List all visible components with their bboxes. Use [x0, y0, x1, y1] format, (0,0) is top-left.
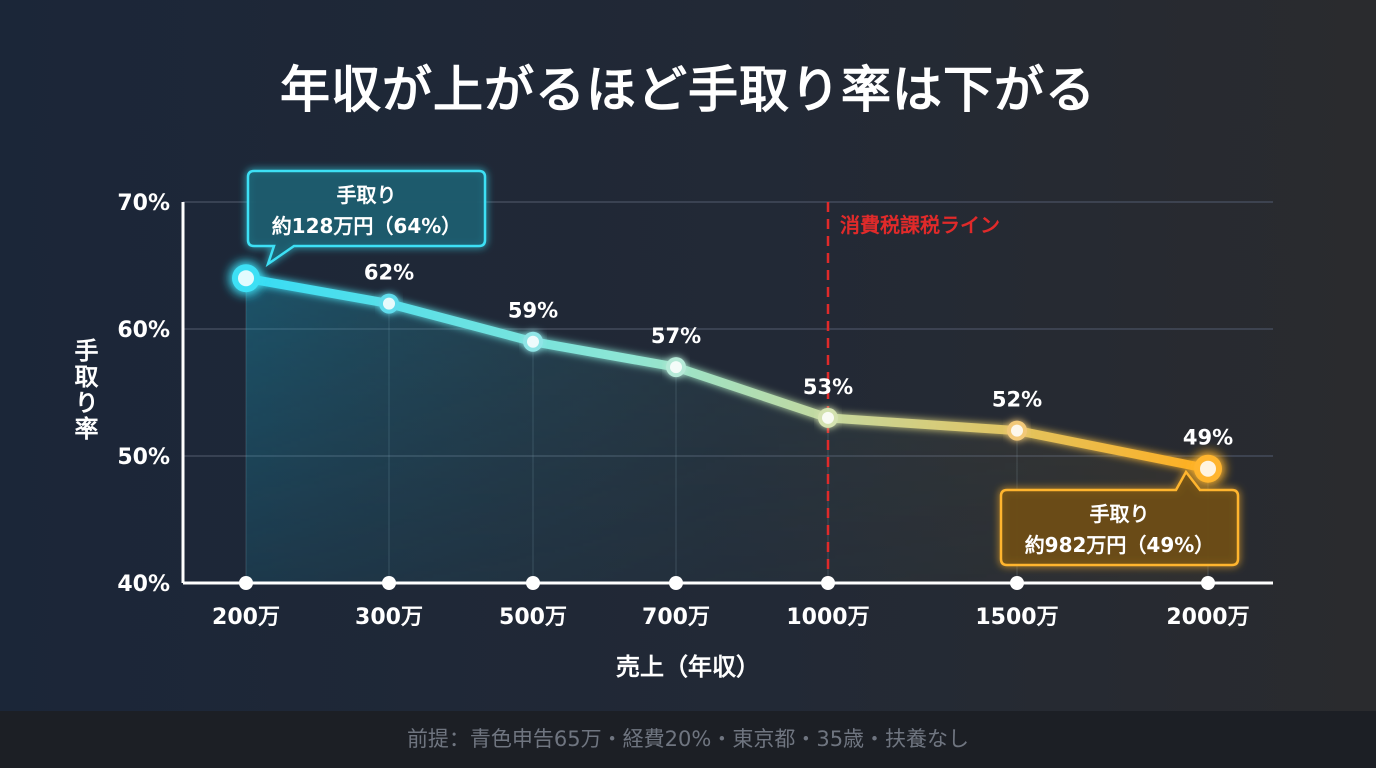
- footer-bar: 前提：青色申告65万・経費20%・東京都・35歳・扶養なし: [0, 711, 1376, 768]
- data-point: [527, 335, 539, 348]
- callout-box: [246, 169, 487, 268]
- footer-note: 前提：青色申告65万・経費20%・東京都・35歳・扶養なし: [406, 727, 970, 751]
- x-tick-label: 300万: [355, 605, 423, 630]
- data-point: [383, 297, 395, 310]
- x-tick-label: 1500万: [975, 605, 1058, 630]
- x-tick-dot: [669, 576, 683, 590]
- y-ticks: 40% 50% 60% 70%: [117, 191, 170, 597]
- tax-line: 消費税課税ライン: [826, 202, 1000, 583]
- data-label: 57%: [651, 324, 701, 348]
- x-tick-dot: [1010, 576, 1024, 590]
- y-tick-label: 60%: [117, 318, 170, 343]
- x-ticks: 200万 300万 500万 700万 1000万 1500万 2000万: [212, 576, 1250, 630]
- chart-title: 年収が上がるほど手取り率は下がる: [280, 61, 1096, 119]
- x-tick-dot: [821, 576, 835, 590]
- x-tick-label: 1000万: [786, 605, 869, 630]
- data-label: 49%: [1183, 426, 1233, 450]
- y-tick-label: 70%: [117, 191, 170, 216]
- data-point: [238, 270, 254, 287]
- tax-threshold-label: 消費税課税ライン: [840, 213, 1000, 237]
- x-axis-label: 売上（年収）: [616, 653, 760, 681]
- x-tick-label: 500万: [499, 605, 567, 630]
- x-tick-dot: [526, 576, 540, 590]
- line-chart: 消費税課税ライン 40% 50% 60% 70% 200万 300万 500万 700万 10…: [70, 169, 1273, 681]
- callout-heading: 手取り: [1090, 502, 1150, 526]
- x-tick-dot: [1201, 576, 1215, 590]
- y-tick-label: 50%: [117, 445, 170, 470]
- area-fill: [246, 278, 1208, 583]
- y-tick-label: 40%: [117, 572, 170, 597]
- callout-box: [999, 469, 1240, 567]
- data-point: [670, 361, 682, 374]
- data-point: [822, 411, 834, 424]
- x-tick-dot: [239, 576, 253, 590]
- data-point: [1011, 424, 1023, 437]
- data-label: 52%: [992, 388, 1042, 412]
- data-labels: 62% 59% 57% 53% 52% 49%: [364, 261, 1233, 450]
- data-label: 53%: [803, 375, 853, 399]
- x-tick-label: 2000万: [1166, 605, 1249, 630]
- data-points: [232, 264, 1222, 483]
- data-label: 59%: [508, 299, 558, 323]
- x-tick-dot: [382, 576, 396, 590]
- x-tick-label: 700万: [642, 605, 710, 630]
- callout-value: 約128万円（64%）: [272, 214, 462, 238]
- y-axis-label: 手取り率: [70, 337, 98, 442]
- x-tick-label: 200万: [212, 605, 280, 630]
- callout-heading: 手取り: [337, 183, 397, 207]
- data-point: [1200, 460, 1216, 477]
- data-label: 62%: [364, 261, 414, 285]
- callout-value: 約982万円（49%）: [1025, 533, 1215, 557]
